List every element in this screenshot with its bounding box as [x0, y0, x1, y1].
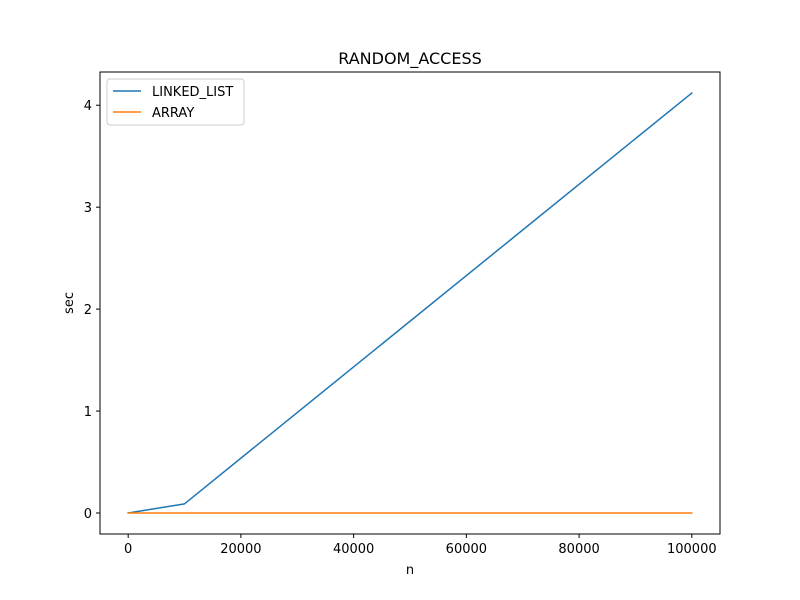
y-axis-ticks: 0 1 2 3 4	[84, 99, 100, 522]
legend-label: LINKED_LIST	[152, 85, 233, 100]
x-tick-label: 80000	[558, 542, 599, 557]
x-tick-label: 20000	[220, 542, 261, 557]
y-tick-label: 3	[84, 201, 92, 216]
x-tick-label: 100000	[667, 542, 717, 557]
x-axis-ticks: 0 20000 40000 60000 80000 100000	[124, 534, 717, 557]
series-layer	[127, 91, 693, 514]
legend-box	[106, 78, 245, 126]
legend-label: ARRAY	[152, 106, 194, 121]
y-tick-label: 1	[84, 405, 92, 420]
x-tick-label: 0	[124, 542, 132, 557]
y-axis-label: sec	[62, 292, 77, 314]
y-tick-label: 2	[84, 303, 92, 318]
y-tick-label: 0	[84, 507, 92, 522]
x-tick-label: 40000	[333, 542, 374, 557]
chart-title: RANDOM_ACCESS	[338, 49, 482, 69]
series-line-linked-list	[127, 91, 693, 514]
y-tick-label: 4	[84, 99, 92, 114]
x-tick-label: 60000	[446, 542, 487, 557]
plot-frame	[99, 71, 721, 535]
legend: LINKED_LIST ARRAY	[106, 78, 245, 126]
x-axis-label: n	[406, 563, 414, 578]
